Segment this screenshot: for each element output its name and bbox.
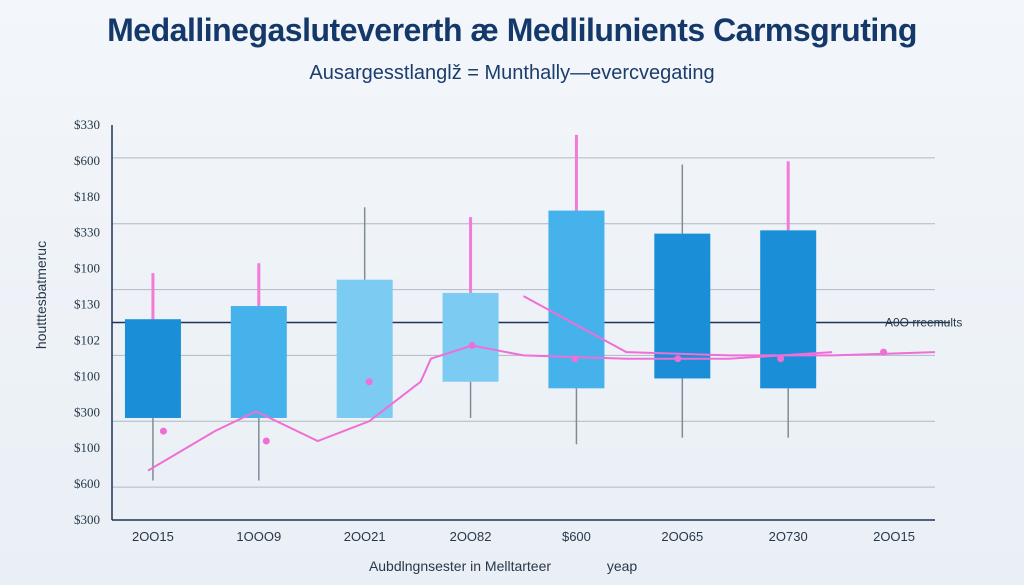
y-tick-label: $600: [74, 476, 100, 491]
y-tick-label: $300: [74, 512, 100, 527]
chart-title: Medallinegaslutevererth æ Medlilunients …: [107, 12, 917, 48]
x-tick-label: $600: [562, 529, 591, 544]
series-line-average: [147, 344, 833, 472]
reference-label: A0O rreemults: [885, 316, 962, 330]
series-marker: [777, 355, 785, 363]
x-tick-label: 2OO82: [450, 529, 492, 544]
y-tick-label: $330: [74, 225, 100, 240]
y-tick-label: $300: [74, 404, 100, 419]
bars-group: [124, 134, 817, 481]
bar: [336, 279, 393, 418]
labels-group: $330 $600 $180 $330 $100 $130 $102 $100 $300 $100…: [33, 117, 962, 574]
series-marker: [674, 355, 682, 363]
y-axis-label: houtttesbatmeruc: [33, 241, 49, 349]
series-marker: [365, 378, 373, 386]
y-tick-label: $100: [74, 440, 100, 455]
y-tick-label: $180: [74, 189, 100, 204]
series-line-trend: [523, 295, 936, 357]
x-tick-label: 2OO15: [132, 529, 174, 544]
series-lines-group: [147, 295, 936, 472]
bar: [654, 233, 711, 379]
y-tick-label: $100: [74, 368, 100, 383]
x-axis-label-suffix: yeap: [607, 558, 638, 574]
bar: [124, 319, 181, 418]
series-marker: [262, 437, 270, 445]
x-tick-label: 2O730: [769, 529, 808, 544]
bar: [760, 230, 817, 389]
x-tick-label: 2OO15: [873, 529, 915, 544]
x-axis-label: Aubdlngnsester in Melltarteer: [369, 558, 551, 574]
y-tick-label: $100: [74, 261, 100, 276]
series-marker: [159, 427, 167, 435]
x-tick-label: 1OOO9: [236, 529, 281, 544]
bar: [442, 292, 499, 382]
x-tick-label: 2OO21: [344, 529, 386, 544]
y-tick-label: $102: [74, 332, 100, 347]
y-tick-label: $600: [74, 153, 100, 168]
axes-group: [111, 125, 935, 521]
chart-subtitle: Ausargesstlanglž = Munthally—evercvegati…: [309, 62, 715, 84]
series-marker: [468, 342, 476, 350]
series-marker: [571, 355, 579, 363]
y-tick-label: $330: [74, 117, 100, 132]
y-tick-label: $130: [74, 297, 100, 312]
bar: [230, 306, 287, 418]
x-tick-label: 2OO65: [661, 529, 703, 544]
